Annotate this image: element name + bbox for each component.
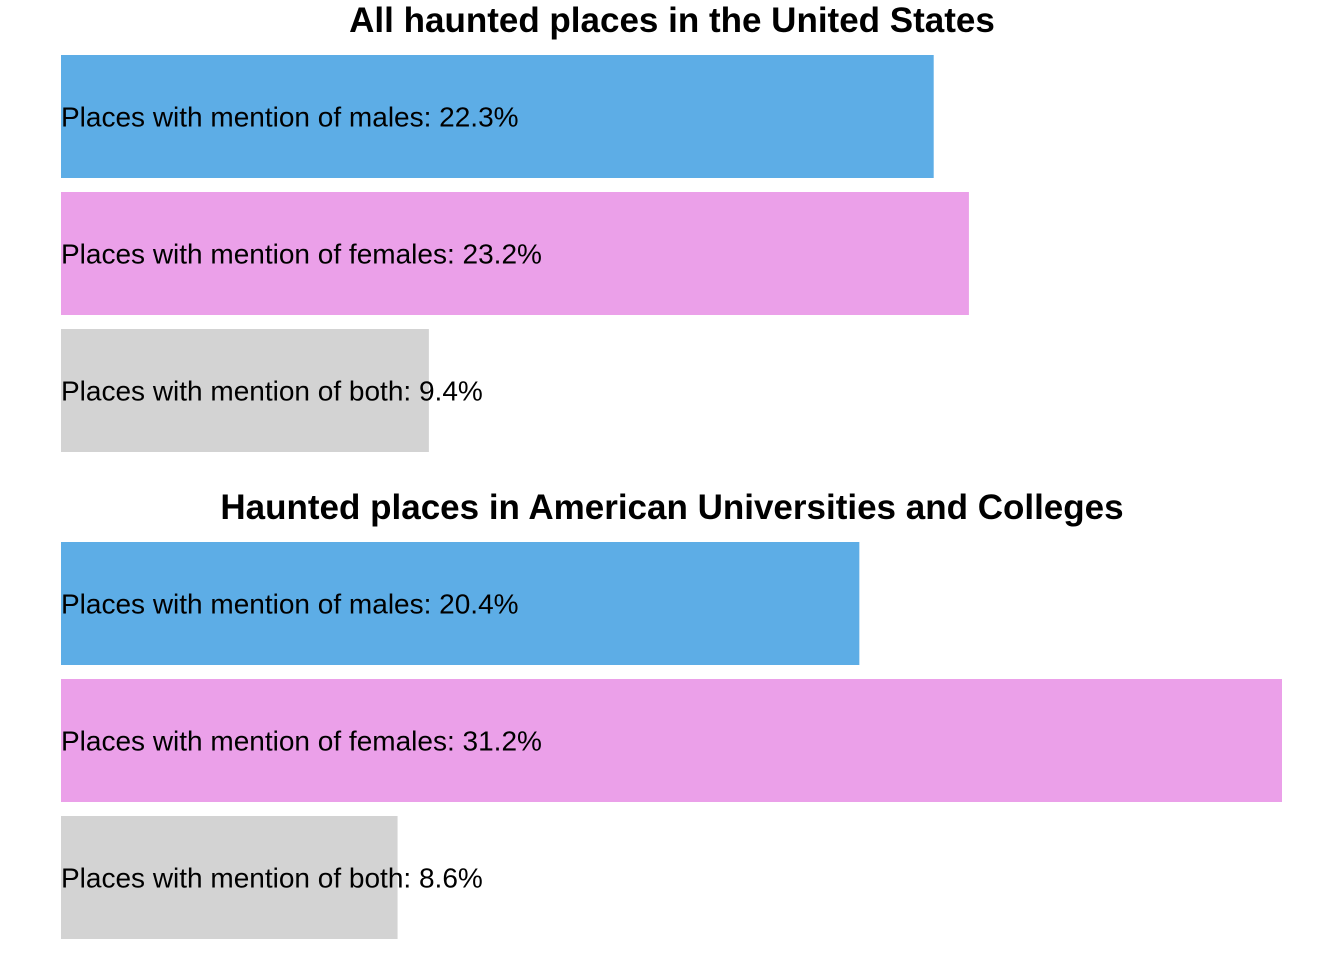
chart-panel-1: All haunted places in the United States P… [61, 1, 995, 452]
chart-title: Haunted places in American Universities … [220, 488, 1123, 527]
bar-males [61, 542, 860, 665]
bar-label-females: Places with mention of females: 23.2% [61, 239, 542, 270]
bar-males [61, 55, 934, 178]
bar-label-both: Places with mention of both: 8.6% [61, 863, 483, 894]
bar-label-males: Places with mention of males: 22.3% [61, 102, 519, 133]
chart-panel-2: Haunted places in American Universities … [61, 488, 1282, 939]
bar-females [61, 192, 969, 315]
bar-both [61, 329, 429, 452]
bar-label-both: Places with mention of both: 9.4% [61, 376, 483, 407]
chart-title: All haunted places in the United States [349, 1, 995, 40]
bar-females [61, 679, 1282, 802]
bar-both [61, 816, 398, 939]
bar-label-females: Places with mention of females: 31.2% [61, 726, 542, 757]
bar-label-males: Places with mention of males: 20.4% [61, 589, 519, 620]
